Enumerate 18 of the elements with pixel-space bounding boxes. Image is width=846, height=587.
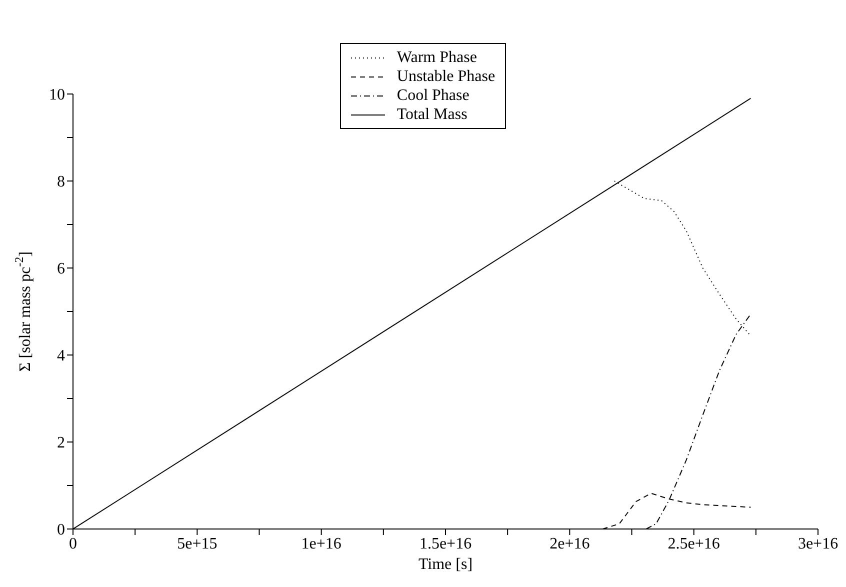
y-tick-label: 2 [57, 434, 65, 452]
legend-label: Warm Phase [396, 48, 477, 66]
x-tick-label: 1.5e+16 [419, 535, 472, 552]
legend-label: Cool Phase [396, 86, 470, 104]
y-tick-label: 8 [57, 174, 65, 191]
x-tick-label: 0 [69, 535, 77, 552]
x-tick-label: 3e+16 [798, 535, 838, 552]
legend-label: Unstable Phase [396, 68, 496, 86]
x-tick-label: 1e+16 [301, 535, 342, 552]
x-axis-title: Time [s] [418, 556, 473, 573]
y-tick-label: 6 [57, 260, 65, 278]
x-tick-label: 5e+15 [177, 535, 218, 552]
y-tick-label: 4 [57, 348, 65, 365]
x-tick-label: 2e+16 [550, 535, 590, 552]
legend-label: Total Mass [396, 106, 468, 124]
x-tick-label: 2.5e+16 [668, 535, 720, 552]
y-tick-label: 10 [49, 86, 65, 104]
y-tick-label: 0 [57, 522, 65, 539]
